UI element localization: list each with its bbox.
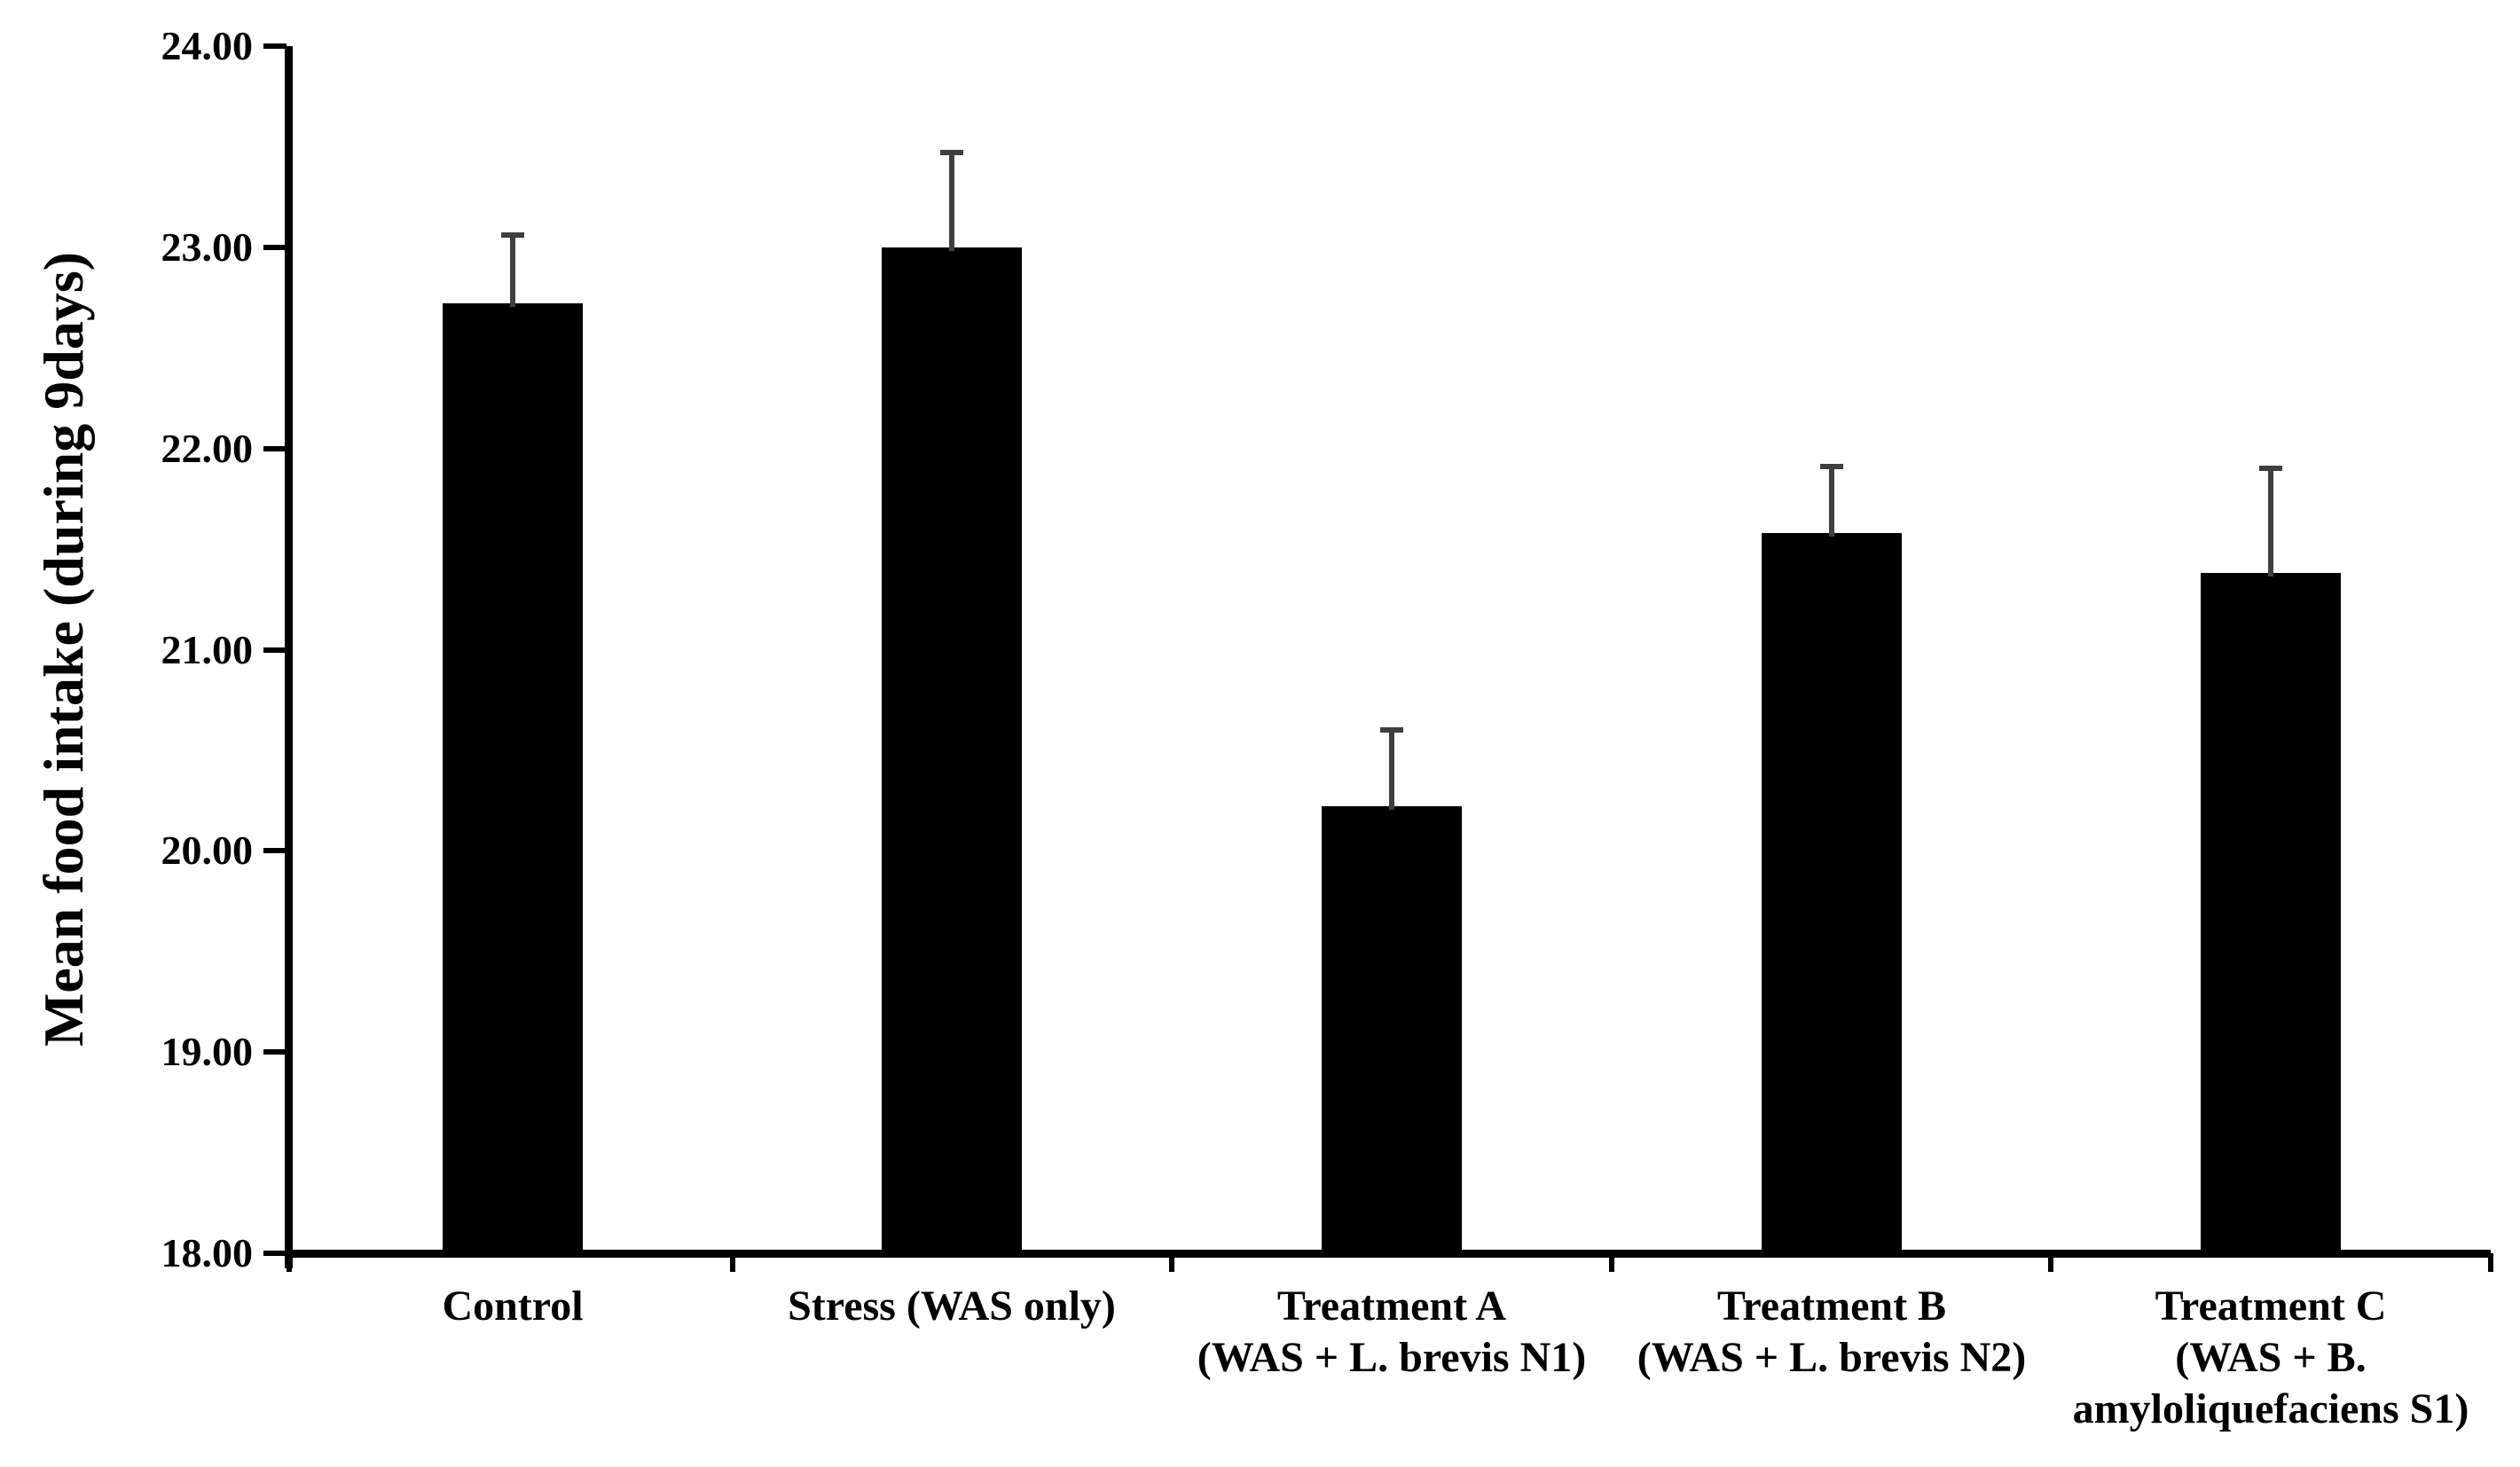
x-tick	[2488, 1253, 2493, 1272]
error-bar-cap	[2259, 466, 2282, 471]
y-tick	[263, 1049, 287, 1055]
y-tick-label: 20.00	[161, 828, 254, 873]
error-bar-cap	[1820, 464, 1843, 469]
x-category-label: Treatment A (WAS + L. brevis N1)	[1099, 1281, 1684, 1384]
x-category-label-line: Treatment B	[1716, 1283, 1947, 1330]
y-tick	[263, 43, 287, 49]
y-tick-label: 21.00	[161, 627, 254, 672]
bar	[2201, 573, 2341, 1258]
x-category-label-line: Stress (WAS only)	[788, 1283, 1116, 1330]
y-tick	[263, 647, 287, 653]
error-bar	[1389, 730, 1394, 810]
x-tick	[2048, 1253, 2053, 1272]
x-category-label-line: Treatment C	[2155, 1283, 2387, 1330]
y-tick-label: 18.00	[161, 1230, 254, 1275]
error-bar	[1829, 467, 1834, 537]
bar	[1322, 806, 1462, 1258]
x-category-label-line: (WAS + L. brevis N1)	[1197, 1334, 1587, 1381]
x-category-label: Stress (WAS only)	[659, 1281, 1244, 1332]
x-category-label: Control	[220, 1281, 805, 1332]
x-category-label-line: amyloliquefaciens S1)	[2072, 1385, 2469, 1432]
x-category-label-line: (WAS + B.	[2175, 1334, 2367, 1381]
x-tick	[730, 1253, 735, 1272]
bar	[443, 303, 583, 1258]
y-tick-label: 22.00	[161, 426, 254, 471]
error-bar-cap	[940, 150, 963, 155]
x-tick	[1169, 1253, 1174, 1272]
error-bar	[510, 235, 515, 307]
y-tick-label: 23.00	[161, 224, 254, 270]
x-category-label: Treatment B (WAS + L. brevis N2)	[1539, 1281, 2124, 1384]
error-bar	[949, 153, 954, 251]
error-bar-cap	[501, 232, 524, 238]
y-tick	[263, 245, 287, 250]
x-tick	[1609, 1253, 1614, 1272]
error-bar-cap	[1380, 727, 1403, 733]
y-tick	[263, 1251, 287, 1256]
error-bar	[2268, 468, 2273, 577]
y-tick	[263, 848, 287, 853]
y-tick-label: 24.00	[161, 23, 254, 68]
x-axis-line	[285, 1250, 2491, 1258]
y-tick	[263, 446, 287, 451]
x-category-label-line: Control	[442, 1283, 584, 1330]
bar	[1762, 533, 1902, 1258]
x-category-label-line: Treatment A	[1276, 1283, 1507, 1330]
y-axis-line	[285, 46, 293, 1268]
x-category-label-line: (WAS + L. brevis N2)	[1637, 1334, 2027, 1381]
y-tick-label: 19.00	[161, 1029, 254, 1074]
bar	[882, 247, 1022, 1258]
x-category-label: Treatment C (WAS + B. amyloliquefaciens S1…	[1978, 1281, 2520, 1435]
